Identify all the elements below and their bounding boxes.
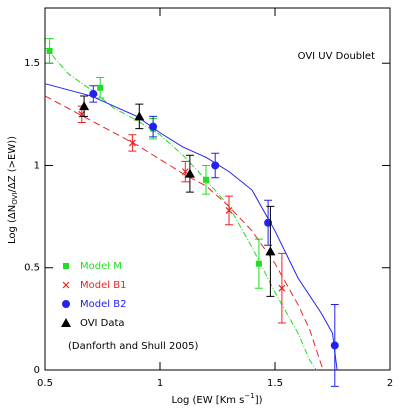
legend-marker <box>63 263 69 269</box>
legend-label: Model B1 <box>80 280 126 291</box>
citation: (Danforth and Shull 2005) <box>68 341 198 352</box>
y-label-part: /ΔZ (>EW)) <box>7 136 18 193</box>
marker <box>211 161 220 170</box>
y-tick-label: 0 <box>34 365 40 376</box>
marker <box>278 284 286 292</box>
marker <box>149 122 158 131</box>
legend-label: OVI Data <box>80 318 125 329</box>
x-tick-label: 1.5 <box>267 378 283 389</box>
y-tick-label: 1.5 <box>24 58 40 69</box>
x-label-part: Log (EW [Km s <box>171 395 244 406</box>
marker <box>265 246 276 256</box>
x-tick-label: 0.5 <box>37 378 53 389</box>
legend-marker <box>61 318 71 327</box>
model-line <box>44 95 324 371</box>
x-label-sup: −1 <box>244 392 254 400</box>
model-line <box>44 83 338 371</box>
marker <box>128 139 136 147</box>
marker <box>46 47 53 54</box>
legend-label: Model M <box>80 261 122 272</box>
marker <box>330 341 339 350</box>
marker <box>134 111 145 121</box>
x-tick-label: 2 <box>387 378 393 389</box>
marker <box>97 84 104 91</box>
x-axis-label: Log (EW [Km s−1]) <box>171 392 262 406</box>
y-tick-label: 0.5 <box>24 263 40 274</box>
plot-frame <box>44 7 391 371</box>
x-tick-label: 1 <box>157 378 163 389</box>
y-axis-label: Log (ΔNOVI/ΔZ (>EW)) <box>7 136 19 244</box>
marker <box>89 89 98 98</box>
marker <box>255 260 262 267</box>
x-label-part: ]) <box>255 395 263 406</box>
y-label-sub: OVI <box>11 193 19 205</box>
legend-marker <box>62 281 70 289</box>
marker <box>203 176 209 183</box>
legend-marker <box>62 300 70 308</box>
marker <box>225 207 233 214</box>
marker <box>79 101 90 111</box>
annotation: OVI UV Doublet <box>298 51 375 62</box>
y-tick-label: 1 <box>34 160 40 171</box>
y-label-part: Log (ΔN <box>7 205 18 244</box>
marker <box>184 168 195 178</box>
legend-label: Model B2 <box>80 299 126 310</box>
